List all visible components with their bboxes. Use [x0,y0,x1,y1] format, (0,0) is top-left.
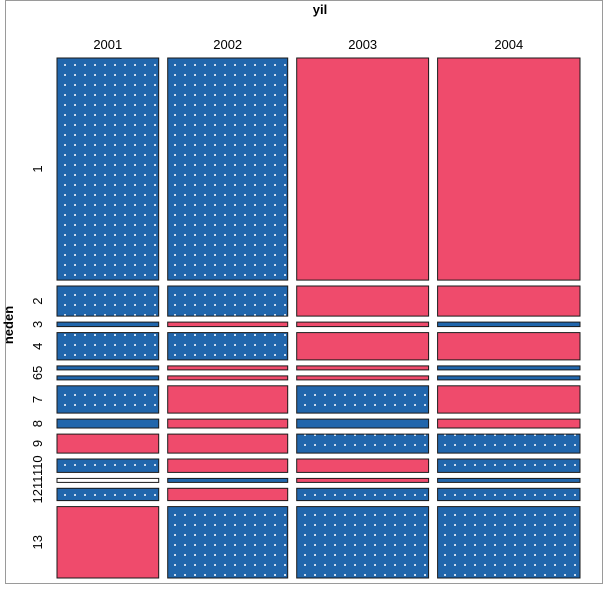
cell-row3-col2002 [167,321,289,328]
cell-row1-col2004 [437,57,581,281]
cell-row4-col2002 [167,332,289,361]
cell-row1-col2003 [296,57,430,281]
cell-row13-col2004 [437,506,581,579]
cell-row7-col2004 [437,385,581,414]
cell-row11-col2004 [437,477,581,483]
cell-row6-col2002 [167,375,289,381]
cell-row1-col2001 [56,57,160,281]
cell-row8-col2003 [296,418,430,429]
cell-row5-col2004 [437,365,581,371]
cell-row8-col2004 [437,418,581,429]
cell-row12-col2002 [167,487,289,502]
cell-row1-col2002 [167,57,289,281]
cell-row5-col2003 [296,365,430,371]
column-label-2004: 2004 [494,37,523,52]
cell-row11-col2002 [167,477,289,483]
cell-row4-col2004 [437,332,581,361]
cell-row2-col2003 [296,285,430,317]
row-label-8: 8 [30,420,45,427]
cell-row12-col2003 [296,487,430,502]
row-label-1: 1 [30,165,45,172]
cell-row10-col2002 [167,458,289,473]
row-label-7: 7 [30,396,45,403]
row-label-65: 65 [30,366,45,380]
cell-row5-col2002 [167,365,289,371]
cell-row6-col2003 [296,375,430,381]
cell-row13-col2003 [296,506,430,579]
cell-row9-col2003 [296,433,430,454]
cell-row12-col2001 [56,487,160,502]
cell-row8-col2002 [167,418,289,429]
y-axis-title: neden [1,306,16,344]
cell-row3-col2003 [296,321,430,328]
plot-frame [5,0,603,584]
row-label-1211: 1211 [30,476,45,504]
cell-row4-col2003 [296,332,430,361]
cell-row3-col2004 [437,321,581,328]
column-label-2003: 2003 [348,37,377,52]
cell-row11-col2001 [56,477,160,483]
row-label-13: 13 [30,535,45,549]
cell-row10-col2004 [437,458,581,473]
cell-row7-col2002 [167,385,289,414]
cell-row7-col2001 [56,385,160,414]
cell-row2-col2001 [56,285,160,317]
cell-row6-col2004 [437,375,581,381]
cell-row9-col2002 [167,433,289,454]
cell-row10-col2001 [56,458,160,473]
row-label-4: 4 [30,343,45,350]
cell-row5-col2001 [56,365,160,371]
mosaic-cells [56,57,581,579]
column-label-2001: 2001 [93,37,122,52]
cell-row8-col2001 [56,418,160,429]
cell-row13-col2002 [167,506,289,579]
row-label-9: 9 [30,440,45,447]
cell-row12-col2004 [437,487,581,502]
row-label-110: 110 [30,455,45,476]
cell-row10-col2003 [296,458,430,473]
cell-row11-col2003 [296,477,430,483]
cell-row2-col2002 [167,285,289,317]
cell-row13-col2001 [56,506,160,579]
cell-row6-col2001 [56,375,160,381]
row-label-3: 3 [30,321,45,328]
cell-row4-col2001 [56,332,160,361]
row-label-2: 2 [30,297,45,304]
cell-row9-col2004 [437,433,581,454]
cell-row9-col2001 [56,433,160,454]
column-labels: 2001 2002 2003 2004 [93,37,523,52]
cell-row7-col2003 [296,385,430,414]
column-label-2002: 2002 [213,37,242,52]
x-axis-title: yil [313,2,327,17]
cell-row3-col2001 [56,321,160,328]
cell-row2-col2004 [437,285,581,317]
